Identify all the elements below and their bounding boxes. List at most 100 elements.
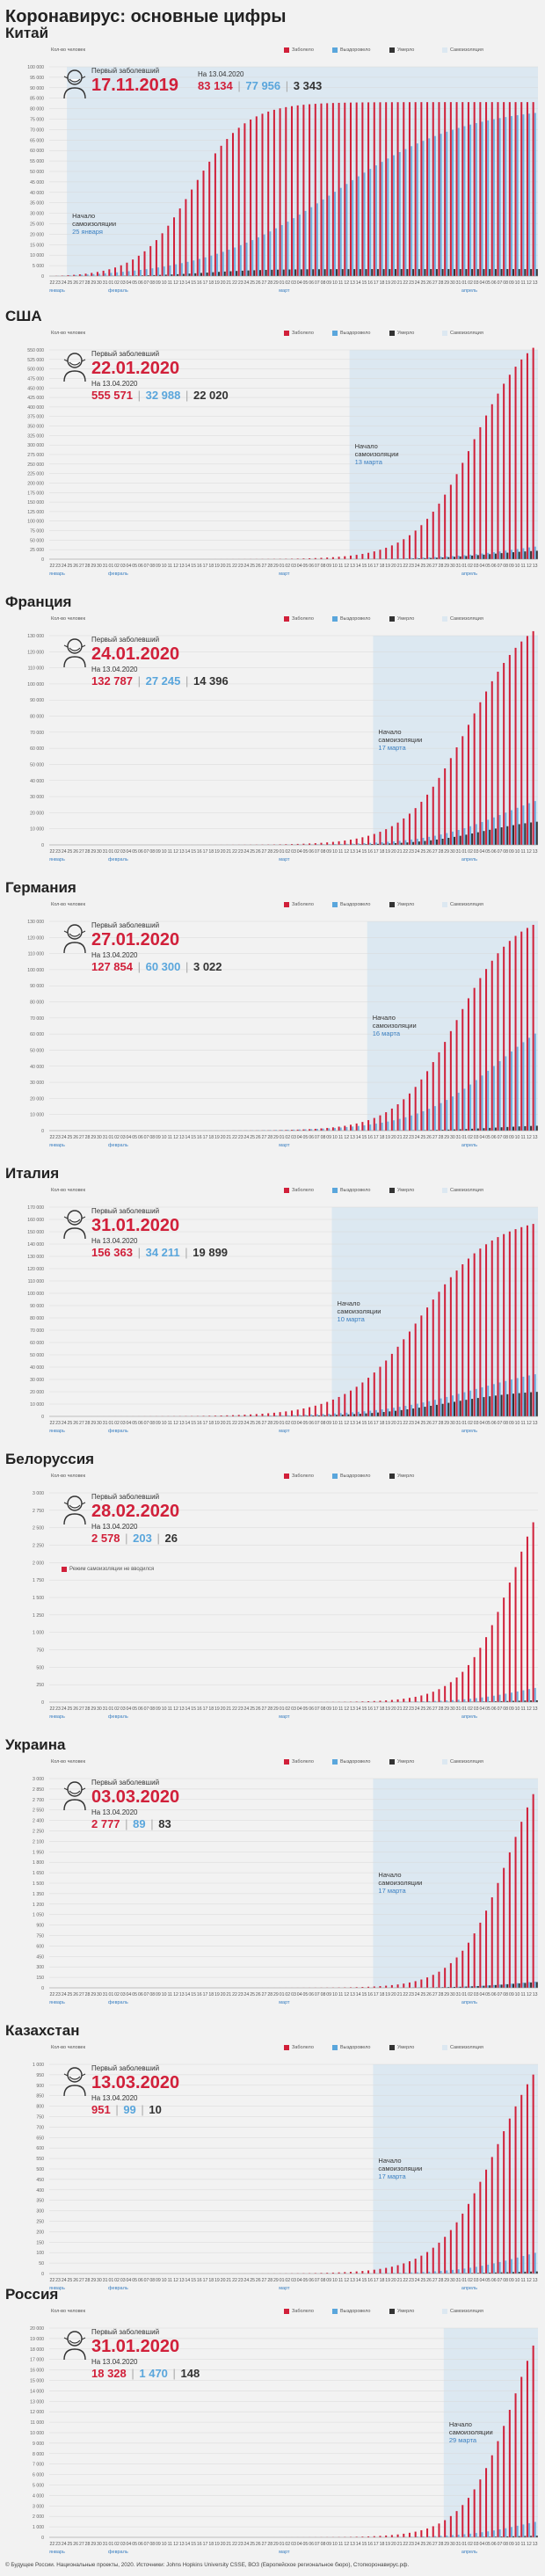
y-tick-label: 2 250 <box>33 1544 44 1549</box>
x-tick-label: 21 <box>397 1992 403 1997</box>
bar-infected <box>455 474 458 559</box>
bar-recovered <box>428 1700 431 1702</box>
legend-deaths: Умерло <box>389 2045 414 2050</box>
legend-deaths-swatch <box>389 902 395 907</box>
bar-recovered <box>280 1130 283 1131</box>
x-tick-label: 24 <box>415 280 420 286</box>
bar-infected <box>320 1403 323 1416</box>
bar-infected <box>444 102 447 276</box>
x-tick-label: 08 <box>503 2542 508 2547</box>
y-tick-label: 5 000 <box>33 2484 44 2489</box>
x-tick-label: 12 <box>344 2278 349 2283</box>
bar-infected <box>326 2273 329 2274</box>
x-tick-label: 16 <box>197 2542 202 2547</box>
bar-deaths <box>483 2273 485 2274</box>
bar-infected <box>126 262 128 276</box>
x-tick-label: 25 <box>250 280 255 286</box>
bar-deaths <box>535 2536 538 2537</box>
x-tick-label: 13 <box>350 564 355 569</box>
bar-infected <box>420 102 423 276</box>
totals-block: На 13.04.2020 83 134 | 77 956 | 3 343 <box>198 70 322 92</box>
x-tick-label: 12 <box>173 1421 178 1426</box>
x-tick-label: 07 <box>315 1706 320 1712</box>
divider: | <box>181 1246 192 1259</box>
y-tick-label: 170 000 <box>27 1205 44 1211</box>
y-tick-label: 10 000 <box>30 253 44 258</box>
x-tick-label: 05 <box>485 280 490 286</box>
x-tick-label: 23 <box>238 280 243 286</box>
x-tick-label: 17 <box>374 1135 379 1140</box>
bar-infected <box>503 102 505 276</box>
bar-deaths <box>306 269 309 276</box>
month-label: февраль <box>108 288 128 294</box>
x-tick-label: 31 <box>456 1135 461 1140</box>
y-tick-label: 1 750 <box>33 1578 44 1583</box>
bar-deaths <box>494 1395 497 1416</box>
bar-infected <box>467 724 469 845</box>
y-tick-label: 100 000 <box>27 968 44 973</box>
bar-deaths <box>454 1129 456 1131</box>
bar-infected <box>255 116 258 276</box>
x-tick-label: 06 <box>309 280 314 286</box>
bar-recovered <box>145 269 148 276</box>
x-tick-label: 03 <box>291 1421 296 1426</box>
bar-infected <box>396 1984 399 1988</box>
y-tick-label: 9 000 <box>33 2441 44 2447</box>
bar-recovered <box>528 113 531 276</box>
x-tick-label: 07 <box>498 280 503 286</box>
bar-infected <box>526 2361 528 2537</box>
legend-deaths-text: Умерло <box>397 1188 415 1193</box>
month-label: февраль <box>108 1143 128 1148</box>
bar-deaths <box>494 553 497 559</box>
x-tick-label: 21 <box>397 2278 403 2283</box>
y-tick-label: 16 000 <box>30 2369 44 2374</box>
x-tick-label: 29 <box>91 280 96 286</box>
bar-infected <box>220 145 222 276</box>
legend-recovered-swatch <box>332 2045 338 2050</box>
x-tick-label: 28 <box>85 1706 91 1712</box>
bar-deaths <box>359 269 361 276</box>
x-tick-label: 04 <box>297 1135 302 1140</box>
bar-deaths <box>459 1986 461 1988</box>
bar-infected <box>432 512 434 559</box>
infected-total: 2 578 <box>91 1532 120 1545</box>
bar-infected <box>338 1396 340 1416</box>
bar-deaths <box>277 269 280 276</box>
as-of-label: На 13.04.2020 <box>91 1808 138 1816</box>
bar-infected <box>385 1360 388 1416</box>
month-label: январь <box>49 1714 65 1720</box>
x-tick-label: 28 <box>439 564 444 569</box>
bar-deaths <box>524 1393 527 1416</box>
x-tick-label: 07 <box>315 1992 320 1997</box>
infected-total: 127 854 <box>91 960 133 973</box>
x-tick-label: 14 <box>356 2278 361 2283</box>
bar-recovered <box>322 199 324 276</box>
x-tick-label: 29 <box>91 1135 96 1140</box>
bar-recovered <box>505 812 507 845</box>
deaths-total: 14 396 <box>193 674 229 688</box>
x-tick-label: 07 <box>144 2542 149 2547</box>
legend-deaths-swatch <box>389 47 395 53</box>
y-tick-label: 55 000 <box>30 159 44 164</box>
recovered-total: 203 <box>133 1532 152 1545</box>
x-tick-label: 25 <box>68 280 73 286</box>
x-tick-label: 07 <box>315 280 320 286</box>
bar-recovered <box>369 1410 372 1416</box>
bar-deaths <box>483 1397 485 1416</box>
x-tick-label: 30 <box>450 2542 455 2547</box>
x-tick-label: 24 <box>244 1421 250 1426</box>
x-tick-label: 30 <box>97 2278 102 2283</box>
legend-self-isolation-swatch <box>442 2309 447 2314</box>
y-tick-label: 90 000 <box>30 86 44 91</box>
bar-recovered <box>469 1390 472 1416</box>
bar-infected <box>490 960 493 1131</box>
y-tick-label: 550 000 <box>27 348 44 353</box>
x-tick-label: 22 <box>403 1706 408 1712</box>
y-tick-label: 600 <box>36 2146 44 2151</box>
bar-deaths <box>418 558 420 559</box>
y-tick-label: 13 000 <box>30 2399 44 2405</box>
y-tick-label: 80 000 <box>30 715 44 720</box>
bar-infected <box>508 375 511 559</box>
bar-recovered <box>469 1986 472 1988</box>
y-tick-label: 40 000 <box>30 779 44 784</box>
